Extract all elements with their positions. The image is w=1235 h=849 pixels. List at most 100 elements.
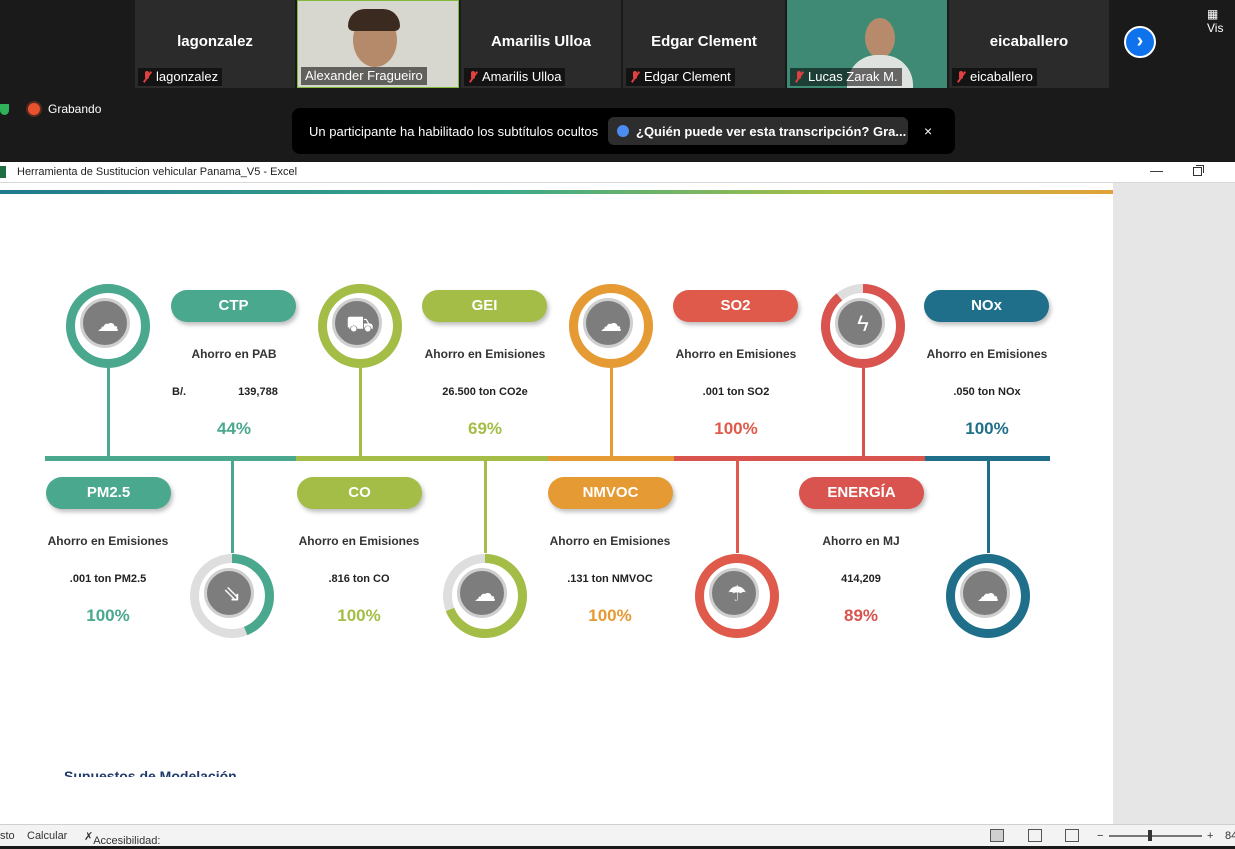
minimize-button[interactable]: — xyxy=(1150,163,1163,178)
view-button[interactable]: ▦ Vis xyxy=(1207,7,1224,35)
restore-button[interactable] xyxy=(1193,165,1204,176)
metric-pill: CTP xyxy=(171,290,296,322)
icon-disc: ☁ xyxy=(960,568,1010,618)
zoom-slider-thumb[interactable] xyxy=(1148,830,1152,841)
accessibility-status[interactable]: ✗ Accesibilidad: es necesario investigar xyxy=(84,831,161,849)
metric-percent: 69% xyxy=(467,419,503,438)
muted-mic-icon xyxy=(794,71,804,83)
metric-value: 26.500 ton CO2e xyxy=(442,386,528,398)
gauge-fill xyxy=(190,554,274,638)
header-stripe xyxy=(0,190,1113,194)
metric-pill: ENERGÍA xyxy=(799,477,924,509)
zoom-slider[interactable] xyxy=(1109,835,1202,837)
timeline-segment xyxy=(296,456,548,461)
cloud-rain-icon: ☂ xyxy=(727,581,747,606)
metric-subtitle: Ahorro en Emisiones xyxy=(298,534,420,548)
participant-name: Amarilis Ulloa xyxy=(490,33,592,50)
participant-label: Lucas Zarak M. xyxy=(790,68,902,86)
zoom-out-button[interactable]: − xyxy=(1097,830,1104,842)
metric-value: .001 ton PM2.5 xyxy=(69,573,147,585)
participant-label: Edgar Clement xyxy=(626,68,735,86)
metric-subtitle: Ahorro en MJ xyxy=(822,534,900,548)
metric-subtitle: Ahorro en Emisiones xyxy=(926,347,1048,361)
participant-name: lagonzalez xyxy=(177,33,253,50)
calculate-button[interactable]: Calcular xyxy=(27,830,68,842)
connector-line xyxy=(610,363,613,458)
muted-mic-icon xyxy=(630,71,640,83)
timeline-segment xyxy=(548,456,674,461)
page-layout-icon[interactable] xyxy=(1028,829,1042,842)
captions-banner: Un participante ha habilitado los subtít… xyxy=(292,108,955,154)
participant-tile[interactable]: eicaballero eicaballero xyxy=(949,0,1109,88)
metric-value: 414,209 xyxy=(841,573,881,585)
chevron-right-icon[interactable]: › xyxy=(1124,26,1156,58)
page-break-icon[interactable] xyxy=(1065,829,1079,842)
gauge-fill xyxy=(695,554,779,638)
window-title: Herramienta de Sustitucion vehicular Pan… xyxy=(17,166,298,178)
gauge-svg xyxy=(66,284,150,368)
gauge-ring: ⛟ xyxy=(315,281,405,371)
excel-title-bar: Herramienta de Sustitucion vehicular Pan… xyxy=(0,162,1235,183)
timeline-segment xyxy=(45,456,296,461)
car-exhaust-icon: ⛟ xyxy=(346,311,374,336)
gauge-fill xyxy=(66,284,150,368)
metric-percent: 100% xyxy=(337,606,381,625)
metric-percent: 100% xyxy=(714,419,758,438)
participant-face xyxy=(865,18,895,58)
value-number: 139,788 xyxy=(238,386,278,398)
metric-percent: 89% xyxy=(843,606,879,625)
banner-text: Un participante ha habilitado los subtít… xyxy=(309,124,599,139)
metric-value: B/. 139,788 xyxy=(154,386,314,398)
transcript-link[interactable]: ¿Quién puede ver esta transcripción? Gra… xyxy=(608,117,908,145)
gauge-fill xyxy=(946,554,1030,638)
participant-tile[interactable]: lagonzalez lagonzalez xyxy=(135,0,295,88)
metric-pill: NMVOC xyxy=(548,477,673,509)
metric-value: .001 ton SO2 xyxy=(702,386,770,398)
gauge-ring: ⇘ xyxy=(187,551,277,641)
zoom-in-button[interactable]: + xyxy=(1207,830,1214,842)
metric-value: .816 ton CO xyxy=(328,573,390,585)
gauge-svg xyxy=(695,554,779,638)
participant-hair xyxy=(348,9,400,31)
gauge-svg xyxy=(443,554,527,638)
gauge-fill xyxy=(569,284,653,368)
participant-video-tile[interactable]: Lucas Zarak M. xyxy=(787,0,947,88)
icon-disc: ☂ xyxy=(709,568,759,618)
timeline-segment xyxy=(674,456,925,461)
cloud-lungs-icon: ☁ xyxy=(97,311,119,336)
connector-line xyxy=(359,363,362,458)
connector-line xyxy=(862,363,865,458)
participant-tile[interactable]: Edgar Clement Edgar Clement xyxy=(623,0,785,88)
metric-value: .131 ton NMVOC xyxy=(567,573,653,585)
participant-label: Alexander Fragueiro xyxy=(301,67,427,85)
connector-line xyxy=(484,459,487,553)
user-icon xyxy=(617,125,629,137)
gauge-svg xyxy=(946,554,1030,638)
zoom-level[interactable]: 84 xyxy=(1225,830,1235,842)
participant-video-tile[interactable]: Alexander Fragueiro xyxy=(297,0,459,88)
icon-disc: ⛟ xyxy=(332,298,382,348)
metric-pill: CO xyxy=(297,477,422,509)
recording-indicator[interactable]: Grabando xyxy=(28,102,101,116)
icon-disc: ☁ xyxy=(80,298,130,348)
muted-mic-icon xyxy=(956,71,966,83)
icon-disc: ☁ xyxy=(583,298,633,348)
metric-value: .050 ton NOx xyxy=(953,386,1021,398)
excel-icon xyxy=(0,166,6,178)
participant-name: eicaballero xyxy=(989,33,1069,50)
metric-pill: NOx xyxy=(924,290,1049,322)
metric-pill: PM2.5 xyxy=(46,477,171,509)
connector-line xyxy=(107,363,110,458)
gauge-ring: ϟ xyxy=(818,281,908,371)
currency-prefix: B/. xyxy=(172,386,187,398)
muted-mic-icon xyxy=(468,71,478,83)
gauge-ring: ☁ xyxy=(566,281,656,371)
lightning-icon: ϟ xyxy=(857,311,869,336)
participant-label: Amarilis Ulloa xyxy=(464,68,566,86)
participant-tile[interactable]: Amarilis Ulloa Amarilis Ulloa xyxy=(461,0,621,88)
metric-subtitle: Ahorro en Emisiones xyxy=(549,534,671,548)
close-icon[interactable]: × xyxy=(924,123,933,139)
security-shield-icon xyxy=(0,104,9,115)
zoom-participant-strip: lagonzalez lagonzalez Alexander Fragueir… xyxy=(0,0,1235,162)
normal-view-icon[interactable] xyxy=(990,829,1004,842)
